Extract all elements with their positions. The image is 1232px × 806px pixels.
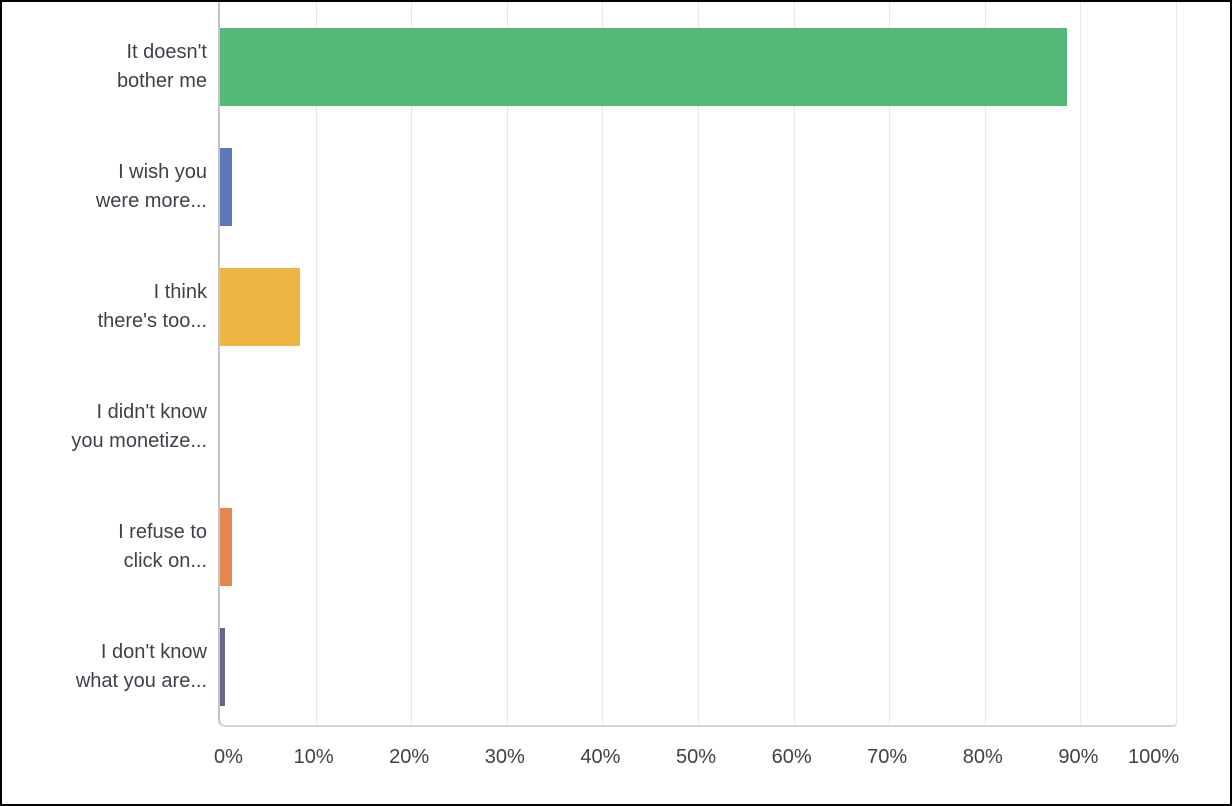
category-label-line: I didn't know (96, 401, 207, 423)
gridline-50% (698, 2, 699, 725)
gridline-90% (1080, 2, 1082, 725)
bar-3[interactable] (220, 268, 301, 346)
x-tick-label-70%: 70% (867, 746, 908, 768)
category-label-line: what you are... (75, 670, 207, 692)
plot-area (218, 2, 1177, 727)
x-tick-label-0%: 0% (213, 746, 243, 768)
category-label-3: I think there's too... (2, 278, 207, 336)
gridline-80% (984, 2, 986, 725)
gridline-40% (602, 2, 604, 725)
category-label-6: I don't know what you are... (2, 638, 207, 696)
bar-1[interactable] (220, 28, 1068, 106)
gridline-30% (506, 2, 508, 725)
x-tick-label-20%: 20% (389, 746, 430, 768)
category-label-line: you monetize... (71, 430, 207, 452)
bar-2[interactable] (220, 148, 233, 226)
bar-6[interactable] (220, 628, 225, 706)
gridline-70% (889, 2, 891, 725)
x-tick-label-80%: 80% (962, 746, 1003, 768)
x-tick-label-10%: 10% (293, 746, 334, 768)
bar-5[interactable] (220, 508, 233, 586)
category-label-line: click on... (123, 550, 207, 572)
gridline-60% (793, 2, 795, 725)
x-tick-label-60%: 60% (771, 746, 812, 768)
category-label-line: I wish you (118, 161, 207, 183)
category-label-line: were more... (95, 190, 207, 212)
category-label-line: I think (153, 281, 207, 303)
category-label-line: bother me (116, 70, 207, 92)
x-tick-label-50%: 50% (675, 746, 717, 768)
x-tick-label-30%: 30% (484, 746, 525, 768)
x-tick-label-40%: 40% (580, 746, 621, 768)
category-label-5: I refuse to click on... (2, 518, 207, 576)
x-tick-label-90%: 90% (1058, 746, 1099, 768)
category-label-line: I don't know (100, 641, 207, 663)
gridline-20% (411, 2, 413, 725)
category-label-4: I didn't know you monetize... (2, 398, 207, 456)
gridline-100% (1176, 2, 1177, 725)
gridline-10% (315, 2, 317, 725)
category-label-line: there's too... (97, 310, 207, 332)
category-label-2: I wish you were more... (2, 158, 207, 216)
category-label-1: It doesn't bother me (2, 38, 207, 96)
x-tick-label-100%: 100% (1127, 746, 1180, 768)
category-label-line: It doesn't (126, 41, 207, 63)
category-label-line: I refuse to (118, 521, 207, 543)
